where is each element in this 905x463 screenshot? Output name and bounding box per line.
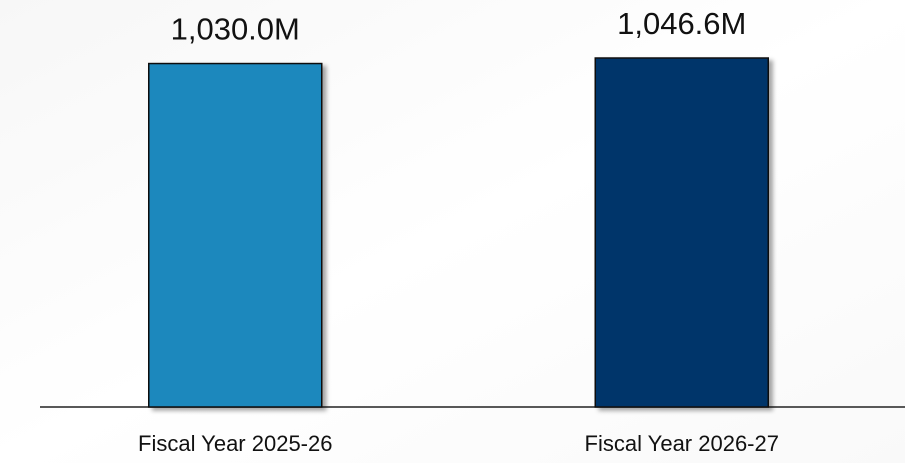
bar [148,62,323,408]
bar [594,57,769,408]
x-tick-label: Fiscal Year 2026-27 [585,431,779,456]
value-label: 1,030.0M [171,12,300,47]
value-label: 1,046.6M [617,6,746,41]
x-tick-label: Fiscal Year 2025-26 [138,431,332,456]
